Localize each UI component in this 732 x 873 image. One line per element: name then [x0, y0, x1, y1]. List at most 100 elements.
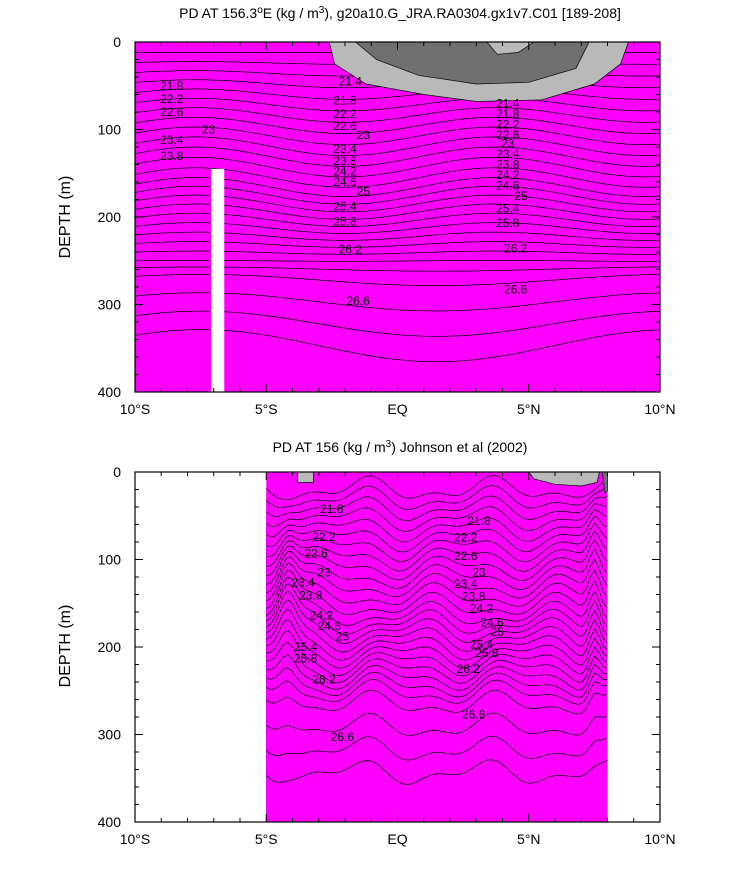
panel2-contour-line-7	[266, 530, 608, 572]
panel2-contour-line-11	[266, 562, 608, 607]
panel2-contour-line-2	[266, 495, 608, 522]
panel1-contour-line-4	[135, 88, 660, 100]
panel1-contour-line-8	[135, 126, 660, 146]
panel1-contour-label: 23.8	[160, 149, 184, 163]
panel2-contour-label: 21.8	[467, 514, 491, 528]
panel1-contour-label: 24.6	[333, 175, 357, 189]
panel2-x-tick-label: EQ	[387, 831, 407, 847]
panel1-contour-label: 21.4	[339, 74, 363, 88]
panel2-contour-label: 26.2	[312, 672, 336, 686]
panel1-contour-label: 23	[202, 123, 216, 137]
panel2-contour-label: 25.4	[294, 640, 318, 654]
panel1-contour-line-5	[135, 97, 660, 112]
panel1-contour-label: 22.2	[333, 107, 357, 121]
panel2-contour-line-1	[266, 485, 608, 510]
panel2-contour-line-22	[266, 667, 608, 698]
panel1-x-tick-label: 5°S	[255, 401, 278, 417]
panel2-y-tick-label: 200	[98, 639, 122, 655]
panel2-contour-label: 24.2	[470, 602, 494, 616]
panel2-mixed-layer-dark	[601, 472, 608, 494]
panel1-y-tick-label: 300	[98, 297, 122, 313]
panel2-contour-label: 26.6	[331, 730, 355, 744]
panel1-x-tick-label: 10°S	[120, 401, 151, 417]
panel2-mixed-layer-small	[297, 472, 314, 483]
panel1-contour-label: 25.8	[333, 214, 357, 228]
panel1-contour-label: 25.8	[496, 216, 520, 230]
panel2-contour-line-12	[266, 569, 608, 616]
panel2-contour-line-27	[266, 759, 608, 785]
panel1-y-tick-label: 100	[98, 122, 122, 138]
panel1-contour-label: 23.8	[496, 158, 520, 172]
panel2-contour-label: 22.2	[454, 531, 478, 545]
panel2-contour-line-0	[266, 475, 608, 501]
panel2-contour-label: 26.6	[462, 707, 486, 721]
panel2-y-axis-label: DEPTH (m)	[57, 605, 74, 688]
panel2-contour-line-3	[266, 503, 608, 532]
panel2-contour-line-16	[266, 599, 608, 653]
panel1-contour-label: 26.6	[504, 283, 528, 297]
panel2-contour-label: 25.8	[294, 651, 318, 665]
panel1-band-0	[135, 42, 660, 392]
panel1-contour-label: 21.4	[496, 96, 520, 110]
panel2-contour-label: 25	[336, 630, 350, 644]
panel2-contour-line-19	[266, 630, 608, 677]
panel2-contour-label: 22.6	[454, 549, 478, 563]
panel1-mixed-layer-dark	[354, 42, 590, 85]
panel1-contour-label: 25	[514, 189, 528, 203]
panel2-contour-line-4	[266, 509, 608, 543]
panel1-y-tick-label: 400	[98, 384, 122, 400]
panel2-contour-label: 25.4	[470, 637, 494, 651]
panel1-contour-fill	[135, 42, 660, 392]
panel1-contour-label: 22.2	[160, 92, 184, 106]
panel1-x-tick-label: 10°N	[644, 401, 675, 417]
panel2-y-tick-label: 100	[98, 552, 122, 568]
panel1-contour-label: 23.4	[496, 147, 520, 161]
panel2-contour-line-24	[266, 689, 608, 715]
panel1-contour-label: 25	[357, 185, 371, 199]
panel1-contour-label: 23	[357, 128, 371, 142]
panel1-title: PD AT 156.3oE (kg / m3), g20a10.G_JRA.RA…	[179, 5, 621, 21]
panel2-contour-line-26	[266, 735, 608, 761]
panel2-contour-label: 22.6	[304, 546, 328, 560]
panel2-contour-label: 23.4	[291, 575, 315, 589]
panel1-contour-label: 23.8	[333, 154, 357, 168]
panel2-x-tick-label: 5°N	[517, 831, 541, 847]
panel2-contour-line-10	[266, 556, 608, 599]
panel2-contour-label: 23.8	[299, 588, 323, 602]
panel2-y-tick-label: 400	[98, 814, 122, 830]
panel1-contour-label: 26.2	[339, 242, 363, 256]
panel1-contour-label: 23	[501, 137, 515, 151]
panel2-mixed-layer-patch	[528, 472, 600, 487]
panel2-contour-line-14	[266, 583, 608, 635]
panel2-contour-line-17	[266, 608, 608, 661]
panel2-contour-label: 23	[317, 566, 331, 580]
panel1-contour-label: 25.4	[333, 200, 357, 214]
panel2-contour-line-6	[266, 522, 608, 563]
panel1-contour-label: 24.6	[496, 179, 520, 193]
panel2-band-0	[266, 472, 608, 822]
panel2-contour-line-21	[266, 654, 608, 691]
panel2-contour-line-13	[266, 576, 608, 626]
panel2-contour-line-18	[266, 618, 608, 669]
panel2-plot: 10°S 5°S EQ 5°N 10°N 0 100 200 300 400 21.8 22.2 22.…	[98, 464, 676, 847]
panel2-y-tick-label: 0	[113, 464, 121, 480]
panel2-contour-line-5	[266, 515, 608, 553]
panel1-contour-label: 21.8	[333, 94, 357, 108]
panel1-y-tick-label: 200	[98, 209, 122, 225]
panel1-contour-label: 24.2	[496, 168, 520, 182]
panel2-x-tick-label: 5°S	[255, 831, 278, 847]
panel1-contour-label: 21.8	[496, 107, 520, 121]
panel2-contour-line-23	[266, 679, 608, 705]
panel2-contour-label: 23	[472, 566, 486, 580]
panel2-contour-line-20	[266, 641, 608, 684]
panel2-contour-label: 21.8	[320, 502, 344, 516]
panel2-contour-label: 23.8	[462, 589, 486, 603]
panel1-y-tick-label: 0	[113, 34, 121, 50]
panel2-contour-label: 23.4	[454, 577, 478, 591]
panel1-contour-line-7	[135, 116, 660, 134]
panel2-contour-fill	[266, 472, 608, 822]
panel2-contour-label: 25	[491, 625, 505, 639]
panel1-x-tick-label: EQ	[387, 401, 407, 417]
panel1-contour-label: 24.2	[333, 165, 357, 179]
